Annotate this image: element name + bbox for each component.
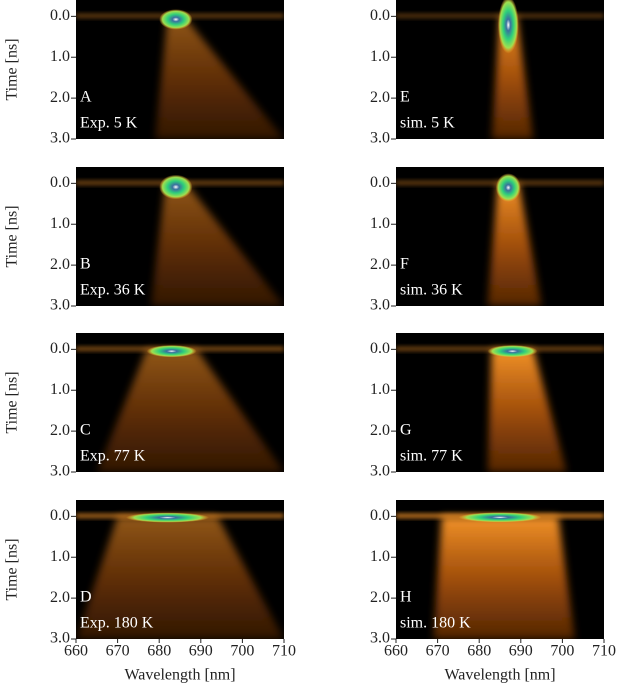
emission-peak (159, 174, 193, 200)
heatmap (76, 174, 284, 306)
x-axis-label: Wavelength [nm] (124, 667, 235, 684)
y-tick-label: 3.0 (50, 297, 70, 314)
heatmap (396, 512, 604, 639)
panel-annotation: sim. 36 K (400, 282, 463, 299)
emission-peak (495, 173, 521, 202)
y-tick-label: 1.0 (370, 48, 390, 65)
emission-peak (487, 345, 538, 358)
x-tick-label: 680 (467, 643, 491, 660)
emission-cone (150, 183, 284, 306)
heatmap (76, 9, 284, 139)
emission-peak (458, 512, 542, 523)
y-tick-label: 0.0 (50, 7, 70, 24)
emission-cone (155, 16, 284, 139)
y-tick-label: 0.0 (50, 174, 70, 191)
panel-letter: D (80, 589, 92, 606)
panel-annotation: sim. 180 K (400, 615, 471, 632)
y-tick-label: 2.0 (370, 256, 390, 273)
emission-cone (96, 349, 284, 472)
x-tick-label: 710 (592, 643, 616, 660)
panel-letter: H (400, 589, 412, 606)
y-tick-label: 3.0 (50, 463, 70, 480)
panel-annotation: sim. 5 K (400, 115, 455, 132)
panel-letter: E (400, 89, 410, 106)
y-tick-label: 1.0 (50, 215, 70, 232)
emission-peak (159, 9, 193, 30)
panel-letter: C (80, 422, 91, 439)
x-tick-label: 690 (509, 643, 533, 660)
emission-cone (76, 516, 284, 639)
emission-peak (497, 0, 519, 54)
x-tick-label: 690 (189, 643, 213, 660)
y-tick-label: 2.0 (50, 589, 70, 606)
heatmap (396, 345, 604, 472)
y-tick-label: 1.0 (50, 548, 70, 565)
y-tick-label: 2.0 (50, 422, 70, 439)
x-tick-label: 670 (106, 643, 130, 660)
x-tick-label: 670 (426, 643, 450, 660)
y-axis-label: Time [ns] (4, 38, 21, 100)
y-tick-label: 2.0 (370, 89, 390, 106)
y-tick-label: 2.0 (370, 589, 390, 606)
heatmap (396, 0, 604, 139)
panel-letter: B (80, 256, 91, 273)
x-axis-label: Wavelength [nm] (444, 667, 555, 684)
panel-annotation: Exp. 5 K (80, 115, 138, 132)
heatmap (76, 512, 284, 639)
x-tick-label: 680 (147, 643, 171, 660)
emission-cone (487, 349, 567, 472)
y-axis-label: Time [ns] (4, 538, 21, 600)
panel-letter: F (400, 256, 409, 273)
panel-annotation: sim. 77 K (400, 448, 463, 465)
emission-cone (433, 516, 575, 639)
panel: 0.0 1.0 2.0 3.0 Time [ns] A Exp. 5 K (4, 0, 284, 147)
x-tick-label: 660 (64, 643, 88, 660)
y-tick-label: 0.0 (370, 174, 390, 191)
y-tick-label: 2.0 (370, 422, 390, 439)
y-tick-label: 1.0 (50, 48, 70, 65)
x-tick-label: 710 (272, 643, 296, 660)
panel: 0.0 1.0 2.0 3.0 Time [ns] C Exp. 77 K (4, 333, 284, 480)
y-tick-label: 3.0 (370, 630, 390, 647)
x-tick-label: 700 (550, 643, 574, 660)
y-axis-label: Time [ns] (4, 371, 21, 433)
panel: 0.0 1.0 2.0 3.0 Time [ns] B Exp. 36 K (4, 167, 284, 314)
y-tick-label: 1.0 (50, 381, 70, 398)
y-tick-label: 1.0 (370, 548, 390, 565)
panel-letter: A (80, 89, 92, 106)
x-tick-label: 660 (384, 643, 408, 660)
y-tick-label: 1.0 (370, 381, 390, 398)
x-tick-label: 700 (230, 643, 254, 660)
y-tick-label: 0.0 (370, 340, 390, 357)
emission-peak (125, 512, 210, 523)
y-tick-label: 2.0 (50, 256, 70, 273)
y-tick-label: 3.0 (50, 630, 70, 647)
panel-annotation: Exp. 180 K (80, 615, 154, 632)
y-tick-label: 0.0 (370, 507, 390, 524)
heatmap (76, 345, 284, 472)
y-tick-label: 2.0 (50, 89, 70, 106)
panel-letter: G (400, 422, 412, 439)
y-tick-label: 3.0 (370, 463, 390, 480)
panel-annotation: Exp. 36 K (80, 282, 146, 299)
emission-peak (146, 345, 197, 358)
y-tick-label: 0.0 (370, 7, 390, 24)
y-tick-label: 3.0 (370, 297, 390, 314)
y-tick-label: 3.0 (50, 130, 70, 147)
emission-cone (487, 183, 542, 306)
heatmap (396, 173, 604, 306)
y-tick-label: 0.0 (50, 507, 70, 524)
y-tick-label: 1.0 (370, 215, 390, 232)
y-tick-label: 0.0 (50, 340, 70, 357)
y-tick-label: 3.0 (370, 130, 390, 147)
y-axis-label: Time [ns] (4, 205, 21, 267)
panel-annotation: Exp. 77 K (80, 448, 146, 465)
